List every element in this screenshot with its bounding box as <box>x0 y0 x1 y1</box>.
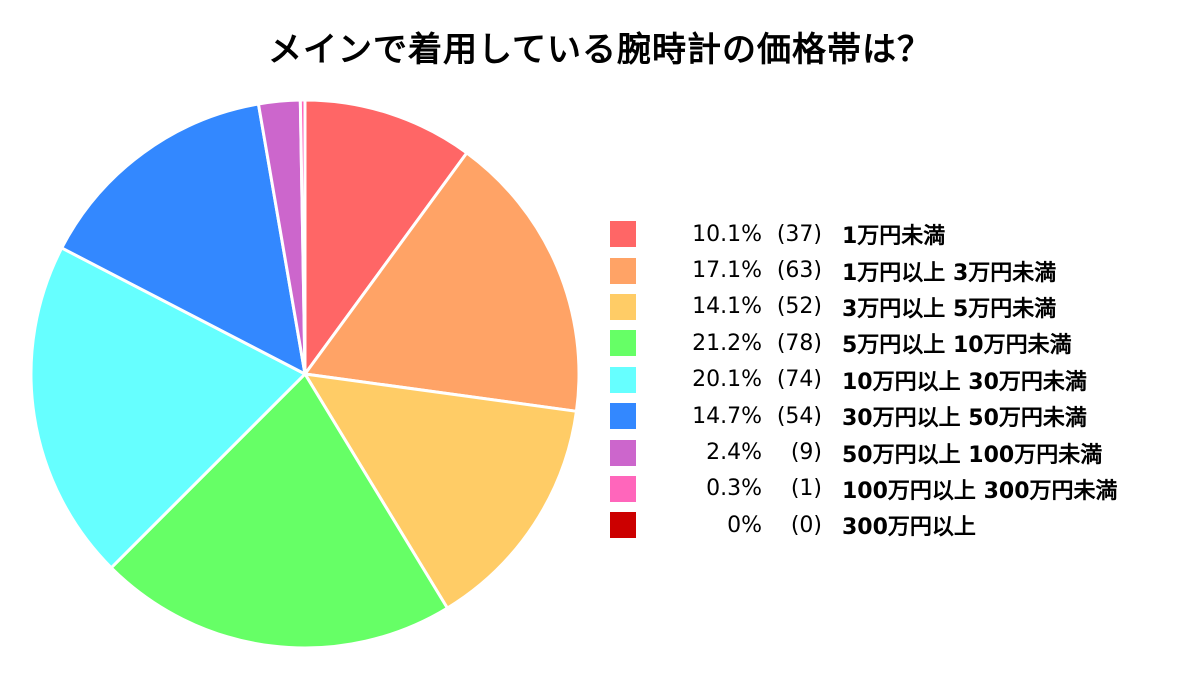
legend-percent: 20.1% <box>692 367 762 393</box>
legend-swatch <box>610 221 636 248</box>
legend-count: (74) <box>776 367 822 393</box>
legend-label: 1万円以上 3万円未満 <box>842 260 1057 286</box>
legend-swatch <box>610 330 636 357</box>
legend-label: 30万円以上 50万円未満 <box>842 406 1087 432</box>
legend-item-4: 20.1% (74) 10万円以上 30万円未満 <box>610 362 1118 398</box>
legend-count: (78) <box>776 330 822 356</box>
legend-item-5: 14.7% (54) 30万円以上 50万円未満 <box>610 398 1118 434</box>
legend-percent: 0% <box>727 512 762 538</box>
legend-swatch <box>610 439 636 466</box>
legend-item-1: 17.1% (63) 1万円以上 3万円未満 <box>610 252 1118 288</box>
legend-percent: 14.1% <box>692 294 762 320</box>
pie-slice-3 <box>109 372 449 650</box>
legend-swatch <box>610 293 636 320</box>
pie-slice-4 <box>29 246 307 570</box>
legend-percent: 10.1% <box>692 221 762 247</box>
legend-label: 50万円以上 100万円未満 <box>842 442 1103 468</box>
legend-count: (37) <box>776 221 822 247</box>
legend-percent: 14.7% <box>692 403 762 429</box>
legend-swatch <box>610 475 636 502</box>
legend-item-7: 0.3% (1) 100万円以上 300万円未満 <box>610 471 1118 507</box>
legend-count: (9) <box>790 440 822 466</box>
legend-count: (52) <box>776 294 822 320</box>
legend-swatch <box>610 366 636 393</box>
legend-percent: 2.4% <box>706 440 762 466</box>
legend-swatch <box>610 512 636 539</box>
legend-item-8: 0% (0) 300万円以上 <box>610 507 1118 543</box>
legend-count: (1) <box>790 476 822 502</box>
legend-item-6: 2.4% (9) 50万円以上 100万円未満 <box>610 434 1118 470</box>
legend-label: 3万円以上 5万円未満 <box>842 296 1057 322</box>
pie-slice-2 <box>303 372 578 610</box>
legend-percent: 0.3% <box>706 476 762 502</box>
legend-label: 300万円以上 <box>842 515 976 541</box>
pie-slice-1 <box>303 151 581 413</box>
pie-slice-0 <box>303 98 469 376</box>
legend-label: 5万円以上 10万円未満 <box>842 333 1072 359</box>
legend-label: 100万円以上 300万円未満 <box>842 478 1118 504</box>
chart-title: メインで着用している腕時計の価格帯は？ <box>268 30 932 70</box>
legend-swatch <box>610 257 636 284</box>
legend-item-2: 14.1% (52) 3万円以上 5万円未満 <box>610 289 1118 325</box>
legend-count: (54) <box>776 403 822 429</box>
legend-label: 10万円以上 30万円未満 <box>842 369 1087 395</box>
pie-slice-7 <box>298 98 307 376</box>
pie-slice-5 <box>60 102 307 376</box>
legend-percent: 17.1% <box>692 258 762 284</box>
legend-count: (63) <box>776 258 822 284</box>
legend-item-0: 10.1% (37) 1万円未満 <box>610 216 1118 252</box>
legend-percent: 21.2% <box>692 330 762 356</box>
legend-swatch <box>610 403 636 430</box>
legend: 10.1% (37) 1万円未満 17.1% (63) 1万円以上 3万円未満 14.1% (… <box>610 216 1118 544</box>
legend-label: 1万円未満 <box>842 224 946 250</box>
legend-count: (0) <box>790 512 822 538</box>
legend-item-3: 21.2% (78) 5万円以上 10万円未満 <box>610 325 1118 361</box>
